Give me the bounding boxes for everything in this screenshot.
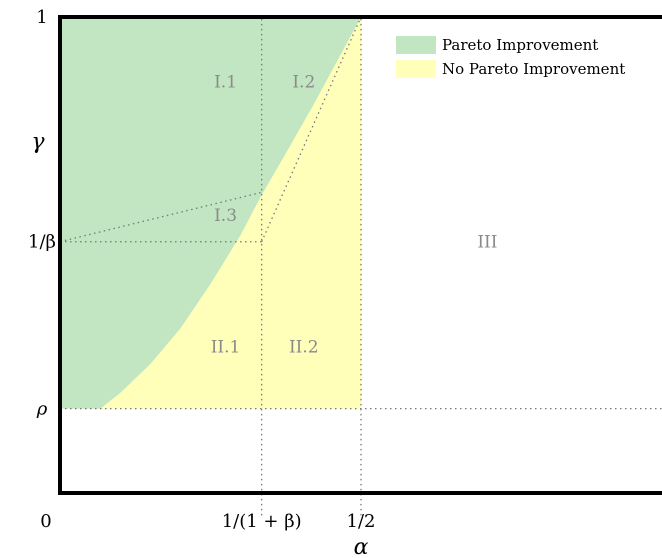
- legend-swatch-2: [396, 60, 436, 78]
- legend-label-1: Pareto Improvement: [442, 36, 598, 54]
- y-tick-label-1: ρ: [36, 399, 48, 420]
- region-label-iii: III: [477, 233, 497, 253]
- legend-swatch-1: [396, 36, 436, 54]
- x-tick-label-2: 1/(1 + β): [222, 511, 302, 532]
- region-label-ii-2: II.2: [289, 337, 319, 357]
- y-tick-label-3: 1: [36, 7, 47, 28]
- region-label-ii-1: II.1: [211, 337, 241, 357]
- x-tick-label-3: 1/2: [347, 511, 376, 532]
- y-tick-label-2: 1/β: [28, 232, 56, 253]
- y-tick-labels: ρ 1/β 1: [28, 7, 56, 420]
- legend: Pareto Improvement No Pareto Improvement: [396, 36, 625, 78]
- legend-label-2: No Pareto Improvement: [442, 60, 625, 78]
- x-axis-label: α: [354, 535, 369, 558]
- region-label-i-1: I.1: [214, 73, 237, 93]
- guide-line-3: [261, 16, 362, 242]
- y-axis-label: γ: [31, 130, 45, 155]
- guide-lines-layer: [59, 16, 662, 516]
- pareto-improvement-area: [60, 17, 361, 409]
- x-tick-label-1: 0: [40, 511, 51, 532]
- region-labels-layer: I.1 I.2 I.3 II.1 II.2 III: [211, 73, 498, 358]
- regions-layer: [60, 17, 362, 409]
- x-tick-labels: 0 1/(1 + β) 1/2: [40, 511, 375, 532]
- region-label-i-2: I.2: [292, 73, 315, 93]
- region-label-i-3: I.3: [214, 206, 237, 226]
- plot-frame: [58, 15, 662, 495]
